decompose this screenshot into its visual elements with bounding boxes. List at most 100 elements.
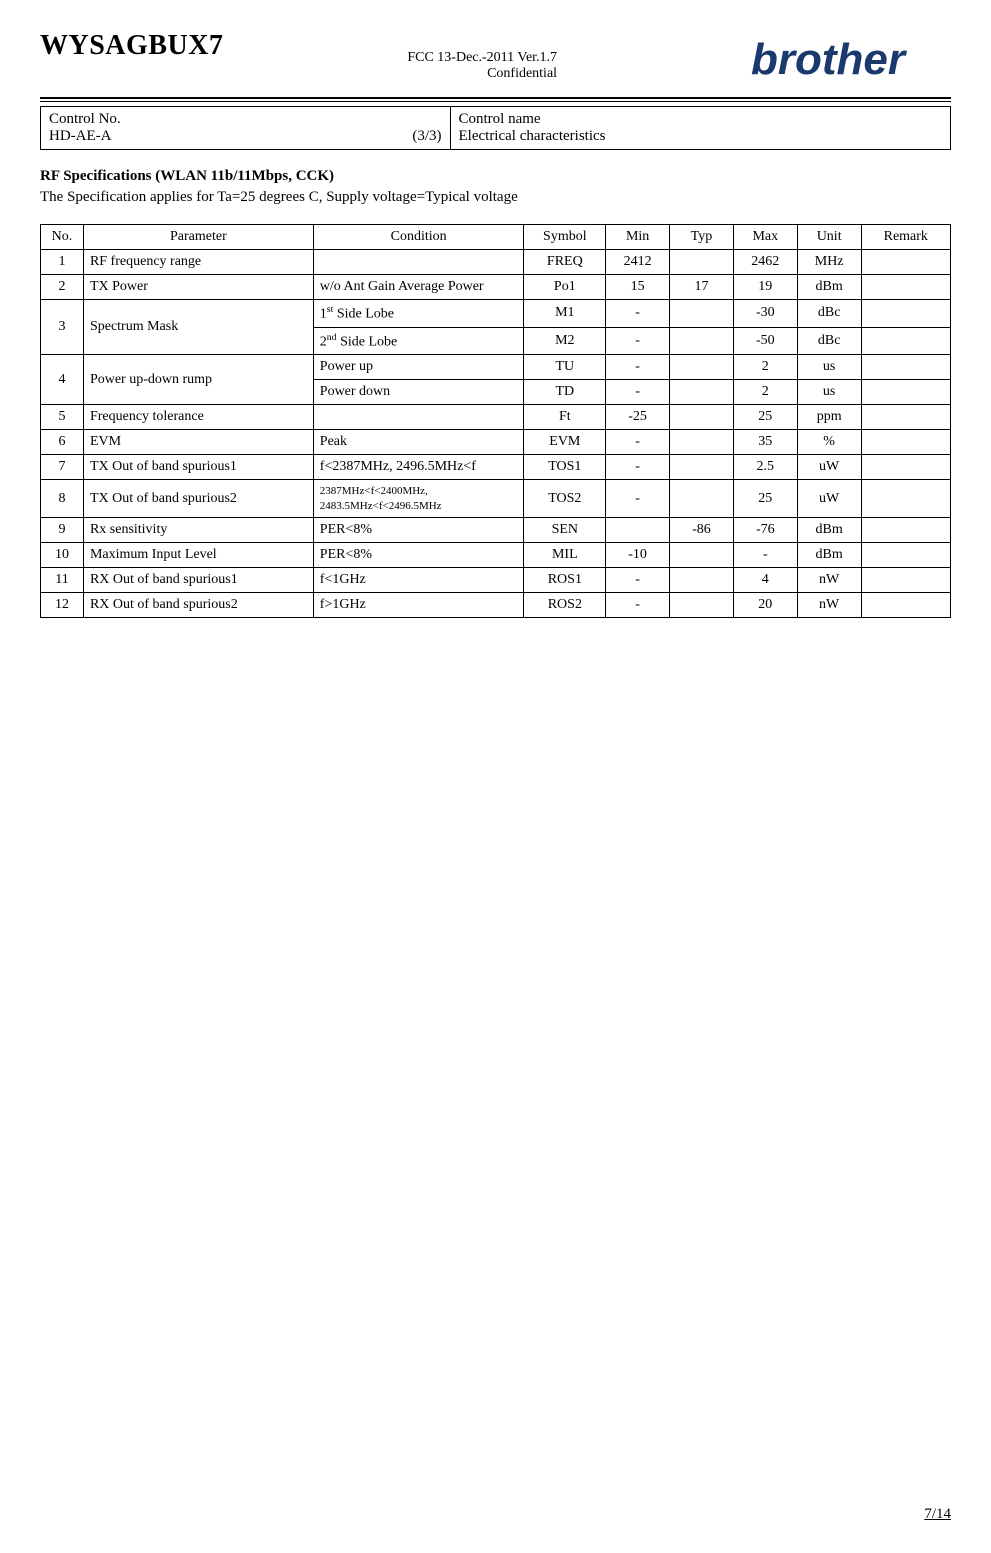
cell-remark xyxy=(861,542,950,567)
cell-min: - xyxy=(606,355,670,380)
table-row: 10 Maximum Input Level PER<8% MIL -10 - … xyxy=(41,542,951,567)
cond-sup: nd xyxy=(327,332,337,343)
col-typ: Typ xyxy=(670,225,734,250)
cell-cond: 2nd Side Lobe xyxy=(313,327,524,355)
cell-max: 2462 xyxy=(733,250,797,275)
control-page-fraction: (3/3) xyxy=(412,128,441,145)
cell-cond: w/o Ant Gain Average Power xyxy=(313,275,524,300)
cell-remark xyxy=(861,380,950,405)
table-row: 2 TX Power w/o Ant Gain Average Power Po… xyxy=(41,275,951,300)
cell-no: 2 xyxy=(41,275,84,300)
cell-typ xyxy=(670,455,734,480)
cell-unit: nW xyxy=(797,592,861,617)
table-row: 8 TX Out of band spurious2 2387MHz<f<240… xyxy=(41,480,951,518)
cell-unit: us xyxy=(797,355,861,380)
cell-unit: MHz xyxy=(797,250,861,275)
cell-no: 7 xyxy=(41,455,84,480)
control-no-label: Control No. xyxy=(49,111,442,128)
cell-cond: Power down xyxy=(313,380,524,405)
col-condition: Condition xyxy=(313,225,524,250)
table-row: 1 RF frequency range FREQ 2412 2462 MHz xyxy=(41,250,951,275)
cell-min xyxy=(606,517,670,542)
table-row: 11 RX Out of band spurious1 f<1GHz ROS1 … xyxy=(41,567,951,592)
cell-remark xyxy=(861,567,950,592)
col-parameter: Parameter xyxy=(83,225,313,250)
cell-unit: dBm xyxy=(797,517,861,542)
cell-param: Spectrum Mask xyxy=(83,300,313,355)
cell-symbol: SEN xyxy=(524,517,606,542)
cell-cond: 1st Side Lobe xyxy=(313,300,524,328)
table-row: 7 TX Out of band spurious1 f<2387MHz, 24… xyxy=(41,455,951,480)
meta-line2: Confidential xyxy=(407,66,557,82)
cell-unit: us xyxy=(797,380,861,405)
cell-symbol: Ft xyxy=(524,405,606,430)
cell-symbol: Po1 xyxy=(524,275,606,300)
col-unit: Unit xyxy=(797,225,861,250)
control-table: Control No. HD-AE-A (3/3) Control name E… xyxy=(40,106,951,150)
col-symbol: Symbol xyxy=(524,225,606,250)
header-meta: FCC 13-Dec.-2011 Ver.1.7 Confidential xyxy=(407,50,557,82)
cell-unit: ppm xyxy=(797,405,861,430)
cell-no: 11 xyxy=(41,567,84,592)
cell-param: TX Out of band spurious1 xyxy=(83,455,313,480)
cell-max: 2.5 xyxy=(733,455,797,480)
cell-unit: dBm xyxy=(797,542,861,567)
cell-cond: PER<8% xyxy=(313,517,524,542)
cell-typ xyxy=(670,355,734,380)
table-row: 9 Rx sensitivity PER<8% SEN -86 -76 dBm xyxy=(41,517,951,542)
svg-text:brother: brother xyxy=(751,35,908,84)
cell-param: Power up-down rump xyxy=(83,355,313,405)
cell-param: Maximum Input Level xyxy=(83,542,313,567)
header-rule xyxy=(40,97,951,102)
cell-no: 3 xyxy=(41,300,84,355)
cell-max: 35 xyxy=(733,430,797,455)
cell-unit: dBc xyxy=(797,300,861,328)
cond-post: Side Lobe xyxy=(333,307,394,322)
table-row: 3 Spectrum Mask 1st Side Lobe M1 - -30 d… xyxy=(41,300,951,328)
cell-remark xyxy=(861,455,950,480)
cell-param: RX Out of band spurious1 xyxy=(83,567,313,592)
cell-param: TX Out of band spurious2 xyxy=(83,480,313,518)
cell-no: 12 xyxy=(41,592,84,617)
spec-table: No. Parameter Condition Symbol Min Typ M… xyxy=(40,224,951,618)
page-number: 7/14 xyxy=(924,1506,951,1523)
table-row: 4 Power up-down rump Power up TU - 2 us xyxy=(41,355,951,380)
cell-remark xyxy=(861,250,950,275)
cell-max: -30 xyxy=(733,300,797,328)
cell-typ xyxy=(670,430,734,455)
page-header: WYSAGBUX7 FCC 13-Dec.-2011 Ver.1.7 Confi… xyxy=(40,30,951,93)
cell-param: EVM xyxy=(83,430,313,455)
cell-no: 5 xyxy=(41,405,84,430)
cell-no: 10 xyxy=(41,542,84,567)
col-remark: Remark xyxy=(861,225,950,250)
cell-symbol: M1 xyxy=(524,300,606,328)
cell-max: 19 xyxy=(733,275,797,300)
cell-symbol: ROS1 xyxy=(524,567,606,592)
cell-no: 1 xyxy=(41,250,84,275)
cell-min: - xyxy=(606,567,670,592)
cell-max: 2 xyxy=(733,380,797,405)
cell-cond: Power up xyxy=(313,355,524,380)
cell-cond xyxy=(313,405,524,430)
cell-symbol: TD xyxy=(524,380,606,405)
cell-typ xyxy=(670,327,734,355)
cell-symbol: TU xyxy=(524,355,606,380)
cell-unit: dBm xyxy=(797,275,861,300)
cell-remark xyxy=(861,275,950,300)
cell-max: 4 xyxy=(733,567,797,592)
cell-min: -25 xyxy=(606,405,670,430)
document-title: WYSAGBUX7 xyxy=(40,30,223,62)
cell-cond: PER<8% xyxy=(313,542,524,567)
col-no: No. xyxy=(41,225,84,250)
section-subtitle: The Specification applies for Ta=25 degr… xyxy=(40,189,951,206)
cond-pre: 1 xyxy=(320,307,327,322)
spec-table-head: No. Parameter Condition Symbol Min Typ M… xyxy=(41,225,951,250)
cell-remark xyxy=(861,355,950,380)
col-min: Min xyxy=(606,225,670,250)
cell-remark xyxy=(861,517,950,542)
control-right-cell: Control name Electrical characteristics xyxy=(450,107,951,150)
cell-symbol: EVM xyxy=(524,430,606,455)
cell-typ xyxy=(670,592,734,617)
cell-symbol: TOS2 xyxy=(524,480,606,518)
cond-post: Side Lobe xyxy=(337,334,398,349)
